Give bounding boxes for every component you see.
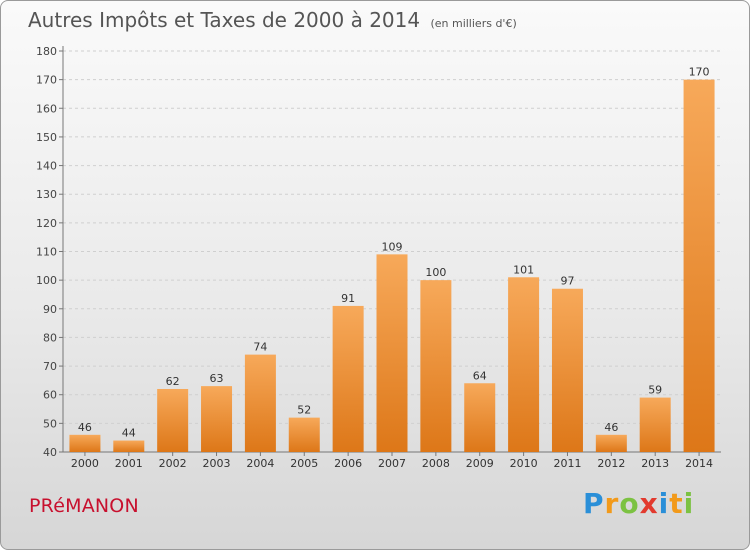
x-tick-label-2012: 2012: [597, 457, 625, 470]
x-tick-label-2009: 2009: [466, 457, 494, 470]
x-tick-label-2005: 2005: [290, 457, 318, 470]
logo-letter: t: [669, 487, 684, 520]
data-label-2010: 101: [513, 263, 534, 276]
data-label-2001: 44: [122, 427, 136, 440]
data-label-2012: 46: [604, 421, 618, 434]
bar-2003: [201, 386, 233, 452]
data-label-2013: 59: [648, 384, 662, 397]
bar-2010: [508, 277, 540, 452]
town-name: PRéMANON: [29, 495, 139, 517]
bar-2012: [595, 434, 627, 452]
x-tick-label-2006: 2006: [334, 457, 362, 470]
data-labels: 46 44 62 63 74 52 91 109 100 64 101 97 46 59 170: [78, 66, 710, 440]
y-tick-label: 130: [36, 188, 57, 201]
y-tick-label: 150: [36, 131, 57, 144]
x-tick-label-2013: 2013: [641, 457, 669, 470]
x-tick-label-2010: 2010: [510, 457, 538, 470]
data-label-2004: 74: [253, 341, 267, 354]
logo-letter: r: [604, 487, 620, 520]
bar-2005: [288, 417, 320, 452]
bar-2006: [332, 305, 364, 452]
y-tick-label: 70: [43, 360, 57, 373]
logo-letter: i: [658, 487, 670, 520]
y-tick-label: 90: [43, 303, 57, 316]
proxiti-logo: Proxiti: [583, 487, 694, 520]
bars: [69, 79, 715, 453]
bar-2014: [683, 79, 715, 453]
data-label-2003: 63: [210, 372, 224, 385]
x-tick-label-2011: 2011: [553, 457, 581, 470]
data-label-2002: 62: [166, 375, 180, 388]
x-tick-label-2008: 2008: [422, 457, 450, 470]
x-tick-label-2000: 2000: [71, 457, 99, 470]
y-tick-label: 110: [36, 246, 57, 259]
bar-2000: [69, 434, 101, 452]
bar-2002: [157, 388, 189, 452]
y-tick-label: 170: [36, 74, 57, 87]
bar-2007: [376, 254, 408, 452]
data-label-2007: 109: [382, 240, 403, 253]
chart-title-text: Autres Impôts et Taxes de 2000 à 2014: [28, 8, 421, 32]
bar-2013: [639, 397, 671, 452]
bar-2001: [113, 440, 145, 452]
data-label-2009: 64: [473, 369, 487, 382]
y-tick-label: 50: [43, 417, 57, 430]
y-tick-label: 100: [36, 274, 57, 287]
y-tick-label: 60: [43, 389, 57, 402]
y-tick-label: 160: [36, 102, 57, 115]
x-tick-label-2004: 2004: [246, 457, 274, 470]
x-tick-label-2003: 2003: [203, 457, 231, 470]
bar-2011: [551, 288, 583, 452]
x-tick-label-2001: 2001: [115, 457, 143, 470]
logo-letter: i: [683, 487, 695, 520]
y-tick-label: 140: [36, 160, 57, 173]
x-tick-label-2014: 2014: [685, 457, 713, 470]
bar-2009: [464, 383, 496, 452]
y-tick-label: 120: [36, 217, 57, 230]
bar-2004: [244, 354, 276, 452]
y-tick-label: 180: [36, 45, 57, 58]
chart-title: Autres Impôts et Taxes de 2000 à 2014 (e…: [28, 8, 517, 32]
data-label-2000: 46: [78, 421, 92, 434]
bar-2008: [420, 280, 452, 452]
data-label-2014: 170: [689, 66, 710, 79]
y-tick-label: 80: [43, 331, 57, 344]
x-tick-label-2007: 2007: [378, 457, 406, 470]
logo-letter: x: [639, 487, 659, 520]
data-label-2005: 52: [297, 404, 311, 417]
chart-subtitle: (en milliers d'€): [430, 17, 517, 30]
data-label-2011: 97: [560, 275, 574, 288]
data-label-2008: 100: [425, 266, 446, 279]
y-tick-label: 40: [43, 446, 57, 459]
logo-letter: o: [619, 487, 640, 520]
x-tick-label-2002: 2002: [159, 457, 187, 470]
logo-letter: P: [583, 487, 605, 520]
data-label-2006: 91: [341, 292, 355, 305]
